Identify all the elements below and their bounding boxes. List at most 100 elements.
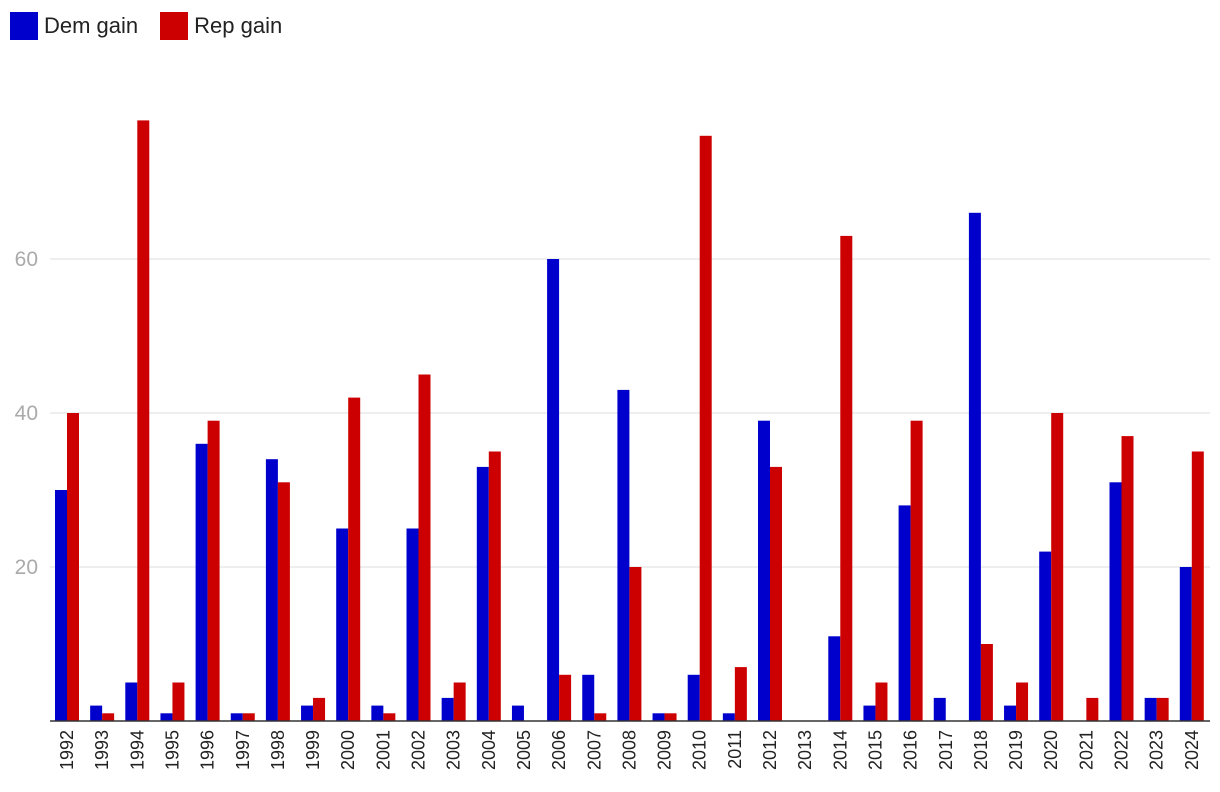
bar-rep-1992 [67,413,79,721]
x-tick-label-2015: 2015 [865,730,885,770]
bar-rep-2007 [594,713,607,721]
bar-dem-2005 [511,705,524,721]
x-tick-label-2012: 2012 [760,730,780,770]
bar-rep-2021 [1086,697,1099,721]
bar-dem-2000 [336,528,349,721]
legend: Dem gain Rep gain [10,12,304,40]
x-tick-label-2011: 2011 [725,730,745,769]
bar-dem-1999 [301,705,314,721]
bar-dem-1993 [90,705,103,721]
bar-dem-2017 [933,697,946,721]
x-tick-label-2021: 2021 [1076,730,1096,770]
bars [55,120,1204,722]
bar-dem-2002 [406,528,419,721]
bar-rep-2000 [348,397,361,721]
bar-rep-2015 [875,682,888,721]
x-axis-ticks: 1992 1993 1994 1995 1996 1997 1998 1999 2000 2001… [57,730,1202,770]
bar-rep-2016 [910,420,923,721]
x-tick-label-2003: 2003 [444,730,464,770]
x-tick-label-2024: 2024 [1182,730,1202,770]
bar-dem-1998 [265,459,278,721]
x-tick-label-2010: 2010 [690,730,710,770]
x-tick-label-2020: 2020 [1041,730,1061,770]
bar-dem-2006 [547,259,560,721]
bar-rep-2001 [383,713,396,721]
x-tick-label-2009: 2009 [655,730,675,770]
x-tick-label-2006: 2006 [549,730,569,770]
bar-rep-2010 [699,135,712,722]
bar-rep-2020 [1051,413,1064,721]
x-tick-label-2008: 2008 [619,730,639,770]
bar-rep-1999 [313,697,326,721]
bar-dem-2004 [476,466,489,721]
x-tick-label-1996: 1996 [198,730,218,770]
x-tick-label-2013: 2013 [795,730,815,770]
y-tick-label-20: 20 [15,556,38,579]
x-tick-label-2016: 2016 [901,730,921,770]
bar-dem-2020 [1039,551,1052,721]
bar-dem-2010 [687,674,700,721]
bar-rep-2003 [453,682,466,721]
bar-rep-2006 [559,674,572,721]
bar-dem-2016 [898,505,911,721]
legend-label-dem: Dem gain [44,13,139,38]
bar-rep-2008 [629,567,642,721]
bar-rep-2023 [1156,697,1169,721]
x-tick-label-2005: 2005 [514,730,534,770]
bar-dem-2014 [828,636,841,721]
bar-rep-1998 [277,482,290,721]
bar-dem-1996 [195,443,208,721]
bar-rep-2022 [1121,436,1134,721]
x-tick-label-1999: 1999 [303,730,323,770]
bar-dem-2011 [722,713,735,721]
x-tick-label-2014: 2014 [830,730,850,770]
bar-dem-1994 [125,682,138,721]
bar-rep-2012 [770,466,782,721]
bar-rep-2011 [734,667,747,721]
bar-dem-2024 [1179,567,1192,721]
x-tick-label-2019: 2019 [1006,730,1026,770]
x-tick-label-2018: 2018 [971,730,991,770]
bar-rep-2024 [1191,451,1204,721]
x-tick-label-2004: 2004 [479,730,499,770]
x-tick-label-1997: 1997 [233,730,253,770]
gridlines [50,258,1210,568]
x-tick-label-2007: 2007 [584,730,604,770]
bar-dem-1997 [230,713,243,721]
bar-rep-2004 [488,451,501,721]
bar-rep-1993 [102,713,115,721]
bar-dem-2003 [441,697,454,721]
bar-dem-2012 [758,420,770,721]
bar-dem-2015 [863,705,876,721]
bar-rep-2019 [1016,682,1029,721]
x-tick-label-2000: 2000 [338,730,358,770]
y-axis-ticks: 20 40 60 [15,248,38,579]
bar-rep-2009 [664,713,677,721]
bar-dem-2023 [1144,697,1157,721]
x-tick-label-1995: 1995 [162,730,182,770]
y-tick-label-60: 60 [15,248,38,271]
bar-dem-2008 [617,389,630,721]
bar-rep-1996 [207,420,220,721]
legend-swatch-dem [10,12,38,40]
x-tick-label-2017: 2017 [936,730,956,770]
bar-dem-2018 [968,212,981,722]
bar-rep-2018 [980,644,993,721]
y-tick-label-40: 40 [15,402,38,425]
bar-rep-2014 [840,235,853,721]
bar-dem-2019 [1004,705,1017,721]
bar-dem-2022 [1109,482,1122,721]
bar-rep-1997 [242,713,255,721]
bar-rep-1994 [137,120,150,721]
legend-swatch-rep [160,12,189,40]
x-tick-label-2022: 2022 [1112,730,1132,770]
x-tick-label-1993: 1993 [92,730,112,770]
legend-item-dem[interactable]: Dem gain [10,12,138,40]
bar-dem-1992 [55,490,67,721]
legend-item-rep[interactable]: Rep gain [160,12,282,40]
bar-dem-2007 [582,674,595,721]
x-tick-label-1994: 1994 [127,730,147,770]
bar-rep-2002 [418,374,431,721]
bar-dem-1995 [160,713,173,721]
